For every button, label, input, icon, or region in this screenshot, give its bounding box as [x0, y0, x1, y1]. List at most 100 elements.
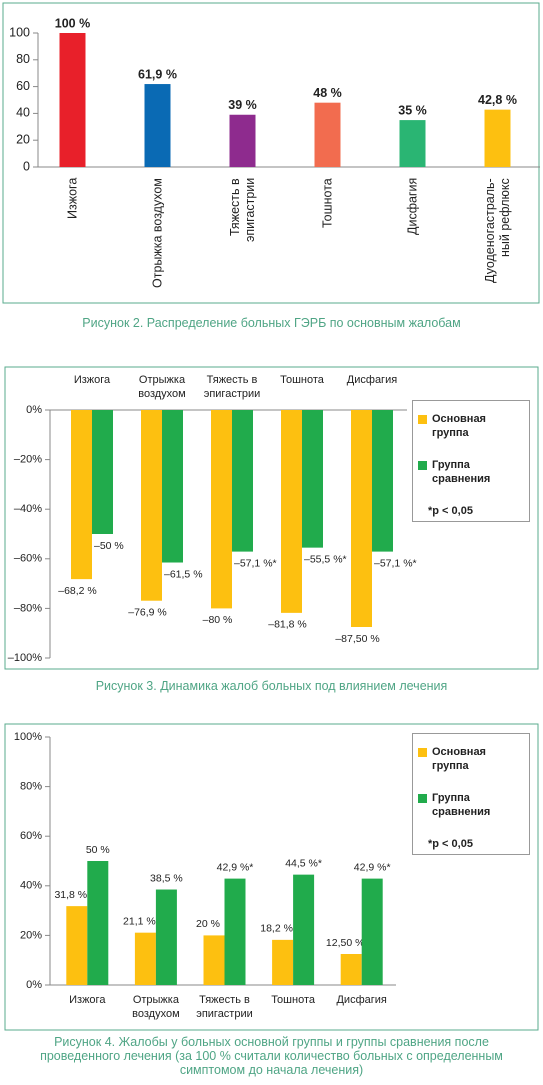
chart-frame	[2, 2, 540, 304]
bar	[224, 878, 246, 985]
bar	[361, 878, 383, 985]
x-tick-label: Дисфагия	[336, 994, 387, 1006]
value-label: 31,8 %	[54, 889, 87, 901]
y-tick-label: 80%	[20, 781, 42, 793]
bar	[92, 410, 113, 534]
caption: Рисунок 2. Распределение больных ГЭРБ по…	[82, 316, 461, 330]
legend-label: Группа сравнения	[432, 459, 491, 485]
value-label: –68,2 %	[58, 585, 97, 597]
x-tick-label: Отрыжка воздухом	[150, 178, 164, 288]
legend-swatch	[418, 794, 427, 803]
value-label: 35 %	[398, 103, 427, 117]
bar	[272, 939, 294, 985]
bar	[399, 120, 426, 167]
y-tick-label: 0%	[26, 979, 42, 991]
bar	[162, 410, 183, 563]
bar	[211, 410, 232, 609]
chart-frame	[4, 366, 539, 670]
x-tick-label: Отрыжка воздухом	[138, 374, 186, 400]
legend-frame	[412, 400, 530, 522]
legend-label: Группа сравнения	[432, 792, 491, 818]
legend-swatch	[418, 415, 427, 424]
legend-swatch	[418, 461, 427, 470]
legend-note: *p < 0,05	[428, 505, 473, 517]
y-tick-label: 0%	[26, 404, 42, 416]
x-tick-label: Дисфагия	[346, 374, 398, 386]
y-tick-label: 80	[16, 52, 30, 66]
value-label: –50 %	[94, 540, 124, 552]
value-label: –55,5 %*	[304, 553, 347, 565]
bar	[66, 906, 88, 985]
bar	[134, 932, 156, 985]
bar	[141, 410, 162, 601]
x-tick-label: Тяжесть в эпигастрии	[227, 178, 257, 243]
bar	[59, 33, 86, 167]
value-label: –87,50 %	[335, 633, 379, 645]
x-tick-label: Изжога	[73, 374, 111, 386]
x-tick-label: Тяжесть в эпигастрии	[196, 994, 253, 1020]
legend-frame	[412, 733, 530, 855]
y-tick-label: 40	[16, 106, 30, 120]
value-label: 100 %	[55, 16, 90, 30]
y-tick-label: 100%	[14, 731, 42, 743]
y-tick-label: 20	[16, 132, 30, 146]
value-label: –57,1 %*	[234, 557, 277, 569]
legend-label: Основная группа	[432, 746, 486, 772]
bar	[155, 889, 177, 985]
y-tick-label: –40%	[14, 503, 42, 515]
bar	[293, 874, 315, 985]
value-label: 42,8 %	[478, 93, 517, 107]
x-tick-label: Дуоденогастраль-ный рефлюкс	[482, 178, 512, 283]
x-tick-label: Тошнота	[320, 178, 334, 228]
value-label: –57,1 %*	[374, 557, 417, 569]
value-label: 39 %	[228, 98, 257, 112]
x-tick-label: Тошнота	[271, 994, 315, 1006]
y-tick-label: 40%	[20, 880, 42, 892]
y-tick-label: 60%	[20, 830, 42, 842]
y-tick-label: 20%	[20, 929, 42, 941]
y-tick-label: –60%	[14, 553, 42, 565]
value-label: 38,5 %	[150, 872, 183, 884]
bar	[71, 410, 92, 580]
bar	[229, 114, 256, 167]
bar	[302, 410, 323, 548]
value-label: 42,9 %*	[217, 861, 254, 873]
y-tick-label: 100	[9, 25, 30, 39]
legend-swatch	[418, 748, 427, 757]
y-tick-label: –80%	[14, 602, 42, 614]
bar	[232, 410, 253, 552]
chart-frame	[4, 723, 539, 1031]
bar	[87, 861, 109, 985]
bar	[144, 84, 171, 167]
bar	[351, 410, 372, 627]
y-tick-label: –20%	[14, 454, 42, 466]
value-label: –76,9 %	[128, 606, 167, 618]
y-tick-label: 0	[23, 159, 30, 173]
value-label: 61,9 %	[138, 67, 177, 81]
x-tick-label: Тошнота	[280, 374, 324, 386]
bar	[484, 109, 511, 167]
bar	[203, 935, 225, 985]
caption: Рисунок 4. Жалобы у больных основной гру…	[40, 1035, 503, 1077]
x-tick-label: Дисфагия	[405, 178, 419, 236]
value-label: 42,9 %*	[354, 861, 391, 873]
value-label: 18,2 %	[260, 923, 293, 935]
value-label: –80 %	[203, 614, 233, 626]
caption: Рисунок 3. Динамика жалоб больных под вл…	[95, 679, 448, 693]
bar	[281, 410, 302, 613]
bar	[340, 954, 362, 985]
x-tick-label: Изжога	[65, 178, 79, 220]
value-label: 20 %	[196, 918, 220, 930]
value-label: 44,5 %*	[285, 857, 322, 869]
x-tick-label: Отрыжка воздухом	[132, 994, 180, 1020]
legend-note: *p < 0,05	[428, 838, 473, 850]
y-tick-label: 60	[16, 79, 30, 93]
value-label: 48 %	[313, 86, 342, 100]
bar	[314, 102, 341, 167]
x-tick-label: Изжога	[69, 994, 106, 1006]
y-tick-label: –100%	[8, 652, 42, 664]
value-label: 50 %	[86, 844, 110, 856]
bar	[372, 410, 393, 552]
